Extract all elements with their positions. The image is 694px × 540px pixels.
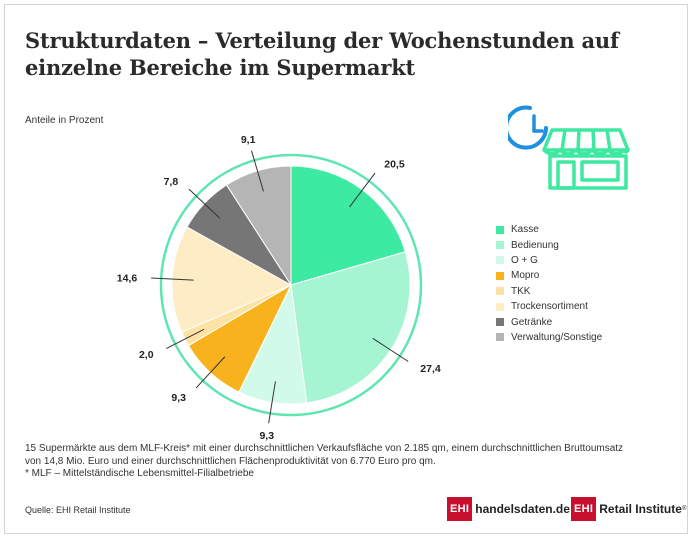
legend-item-2: O + G: [496, 253, 602, 268]
legend-item-3: Mopro: [496, 268, 602, 283]
pie-data-label-5: 14,6: [117, 272, 138, 284]
pie-data-label-2: 9,3: [259, 430, 274, 442]
pie-leader-line-7: [251, 150, 264, 192]
legend-label-0: Kasse: [511, 224, 539, 236]
legend-label-2: O + G: [511, 254, 538, 266]
footnote-line-3: * MLF – Mittelständische Lebensmittel-Fi…: [25, 468, 254, 479]
source-note: Quelle: EHI Retail Institute: [25, 505, 131, 515]
legend-label-5: Trockensortiment: [511, 301, 588, 313]
footnote: 15 Supermärkte aus dem MLF-Kreis* mit ei…: [25, 443, 675, 481]
legend-swatch-3: [496, 271, 504, 280]
pie-leader-line-1: [372, 337, 409, 362]
ehi-retail-institute-logo: EHI Retail Institute ®: [571, 497, 686, 521]
pie-data-label-0: 20,5: [384, 158, 405, 170]
pie-outer-ring: [159, 153, 423, 417]
legend-swatch-7: [496, 333, 504, 342]
pie-data-label-4: 2,0: [139, 349, 154, 361]
ehi-logo-box-2: EHI: [571, 497, 597, 521]
legend-swatch-0: [496, 225, 504, 234]
legend-item-1: Bedienung: [496, 237, 602, 252]
pie-data-label-1: 27,4: [420, 363, 441, 375]
legend: Kasse Bedienung O + G Mopro TKK Trockensortim…: [496, 222, 602, 345]
footnote-line-2: von 14,8 Mio. Euro und einer durchschnit…: [25, 455, 436, 467]
legend-label-1: Bedienung: [511, 239, 559, 251]
handelsdaten-text: handelsdaten.de: [475, 502, 570, 516]
legend-item-4: TKK: [496, 284, 602, 299]
chart-subtitle: Anteile in Prozent: [25, 115, 104, 126]
pie-data-label-3: 9,3: [171, 392, 186, 404]
footnote-line-1: 15 Supermärkte aus dem MLF-Kreis* mit ei…: [25, 443, 624, 454]
store-icon: [542, 128, 630, 190]
pie-leader-line-5: [151, 277, 194, 281]
legend-swatch-1: [496, 241, 504, 250]
handelsdaten-logo: EHI handelsdaten.de: [447, 497, 570, 521]
legend-label-7: Verwaltung/Sonstige: [511, 331, 603, 343]
legend-item-0: Kasse: [496, 222, 602, 237]
chart-title: Strukturdaten – Verteilung der Wochenstu…: [25, 27, 665, 81]
title-line-1: Strukturdaten – Verteilung der Wochenstu…: [25, 28, 619, 53]
pie-leader-line-2: [268, 381, 276, 424]
legend-swatch-5: [496, 302, 504, 311]
legend-swatch-2: [496, 256, 504, 265]
legend-label-4: TKK: [511, 285, 531, 297]
pie-leader-line-0: [349, 172, 376, 208]
title-line-2: einzelne Bereiche im Supermarkt: [25, 55, 416, 80]
pie-leader-line-4: [166, 328, 205, 350]
pie-data-label-6: 7,8: [164, 176, 179, 188]
clock-icon: [508, 105, 548, 150]
legend-swatch-4: [496, 287, 504, 296]
registered-mark: ®: [681, 506, 687, 512]
legend-item-5: Trockensortiment: [496, 299, 602, 314]
pie-data-label-7: 9,1: [241, 134, 256, 146]
pie-leader-line-6: [188, 188, 221, 219]
legend-label-3: Mopro: [511, 270, 540, 282]
legend-label-6: Getränke: [511, 316, 553, 328]
pie-leader-line-3: [195, 356, 226, 389]
legend-swatch-6: [496, 318, 504, 327]
retail-institute-text: Retail Institute: [599, 502, 682, 516]
legend-item-7: Verwaltung/Sonstige: [496, 330, 602, 345]
store-clock-illustration: [508, 105, 630, 190]
ehi-logo-box: EHI: [447, 497, 473, 521]
legend-item-6: Getränke: [496, 314, 602, 329]
